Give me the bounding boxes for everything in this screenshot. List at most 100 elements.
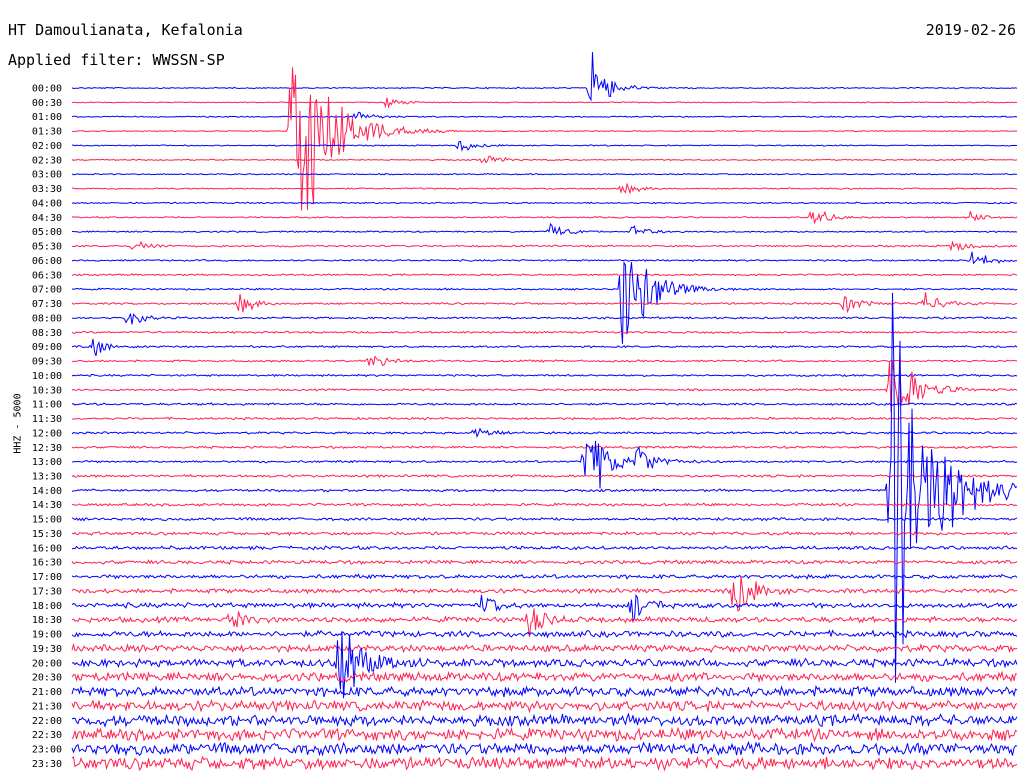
row-tick-label: 09:00 [32, 342, 62, 353]
row-tick-label: 20:00 [32, 658, 62, 669]
row-tick-label: 06:00 [32, 256, 62, 267]
trace-1200 [71, 427, 1017, 439]
row-tick-label: 15:30 [32, 529, 62, 540]
trace-0000 [71, 52, 1018, 102]
trace-2230 [71, 726, 1018, 743]
trace-0900 [71, 338, 1018, 357]
row-tick-label: 15:00 [32, 515, 62, 526]
trace-0500 [71, 222, 1018, 236]
trace-0330 [71, 182, 1018, 195]
trace-1530 [71, 530, 1018, 537]
row-tick-label: 09:30 [32, 357, 62, 368]
row-tick-label: 04:00 [32, 198, 62, 209]
row-tick-label: 16:30 [32, 558, 62, 569]
trace-1300 [71, 440, 1018, 489]
y-axis-label: HHZ - 5000 [12, 393, 24, 454]
trace-1100 [71, 402, 1018, 406]
row-tick-label: 07:00 [32, 285, 62, 296]
row-tick-label: 00:30 [32, 98, 62, 109]
trace-0400 [71, 201, 1018, 205]
trace-1030 [71, 361, 1018, 413]
trace-1000 [71, 373, 1018, 378]
trace-1800 [71, 593, 1018, 622]
trace-2030 [71, 670, 1018, 684]
trace-2330 [71, 755, 1018, 772]
row-tick-label: 12:00 [32, 428, 62, 439]
row-tick-label: 05:00 [32, 227, 62, 238]
row-tick-label: 23:00 [32, 745, 62, 756]
trace-0430 [71, 210, 1018, 224]
trace-1830 [71, 608, 1018, 637]
row-tick-label: 22:30 [32, 730, 62, 741]
row-tick-label: 23:30 [32, 759, 62, 770]
row-tick-label: 22:00 [32, 716, 62, 727]
row-tick-label: 11:00 [32, 400, 62, 411]
row-tick-label: 02:00 [32, 141, 62, 152]
row-tick-label: 00:00 [32, 84, 62, 95]
trace-0600 [71, 251, 1018, 265]
row-tick-label: 14:00 [32, 486, 62, 497]
trace-0630 [71, 273, 1018, 277]
trace-2100 [71, 684, 1018, 698]
row-tick-label: 19:30 [32, 644, 62, 655]
row-tick-label: 16:00 [32, 543, 62, 554]
row-tick-label: 03:30 [32, 184, 62, 195]
row-tick-label: 08:30 [32, 328, 62, 339]
trace-0100 [71, 111, 1018, 119]
trace-1500 [71, 516, 1018, 522]
row-tick-label: 18:30 [32, 615, 62, 626]
trace-1630 [71, 559, 1018, 566]
trace-1930 [71, 642, 1018, 654]
trace-1130 [71, 416, 1018, 421]
filter-subtitle: Applied filter: WWSSN-SP [8, 51, 225, 69]
date-label: 2019-02-26 [925, 21, 1016, 39]
trace-0830 [71, 330, 1018, 334]
trace-0730 [71, 292, 1018, 314]
trace-1730 [71, 576, 1018, 612]
trace-1230 [71, 445, 1018, 450]
trace-1400 [71, 292, 1018, 683]
row-tick-label: 12:30 [32, 443, 62, 454]
trace-0130 [71, 67, 1018, 211]
row-tick-label: 01:30 [32, 127, 62, 138]
station-title: HT Damoulianata, Kefalonia [8, 21, 243, 39]
row-tick-label: 13:30 [32, 471, 62, 482]
row-tick-label: 18:00 [32, 601, 62, 612]
row-tick-label: 03:00 [32, 170, 62, 181]
row-tick-label: 19:00 [32, 630, 62, 641]
row-tick-label: 11:30 [32, 414, 62, 425]
trace-0030 [71, 97, 1018, 109]
row-tick-label: 06:30 [32, 270, 62, 281]
trace-2300 [71, 740, 1018, 757]
row-tick-label: 17:00 [32, 572, 62, 583]
row-tick-label: 01:00 [32, 112, 62, 123]
trace-2130 [71, 698, 1018, 714]
row-tick-label: 10:30 [32, 385, 62, 396]
trace-0300 [71, 172, 1018, 176]
trace-0200 [71, 140, 1018, 152]
row-tick-label: 08:00 [32, 313, 62, 324]
trace-0230 [71, 155, 1018, 164]
trace-0700 [71, 260, 1018, 344]
trace-1600 [71, 545, 1018, 551]
row-tick-label: 21:30 [32, 701, 62, 712]
row-tick-label: 05:30 [32, 242, 62, 253]
trace-1330 [71, 473, 1018, 479]
row-tick-label: 07:30 [32, 299, 62, 310]
trace-2000 [71, 631, 1018, 699]
row-tick-label: 20:30 [32, 673, 62, 684]
row-tick-label: 17:30 [32, 586, 62, 597]
row-tick-label: 13:00 [32, 457, 62, 468]
trace-0530 [71, 240, 1018, 252]
row-tick-label: 10:00 [32, 371, 62, 382]
trace-1900 [71, 629, 1018, 639]
trace-1700 [71, 573, 1018, 580]
trace-0800 [72, 313, 1018, 325]
trace-1430 [71, 502, 1018, 507]
row-tick-label: 14:30 [32, 500, 62, 511]
row-tick-label: 02:30 [32, 155, 62, 166]
trace-0930 [71, 355, 1018, 366]
trace-2200 [71, 712, 1018, 728]
row-tick-label: 21:00 [32, 687, 62, 698]
